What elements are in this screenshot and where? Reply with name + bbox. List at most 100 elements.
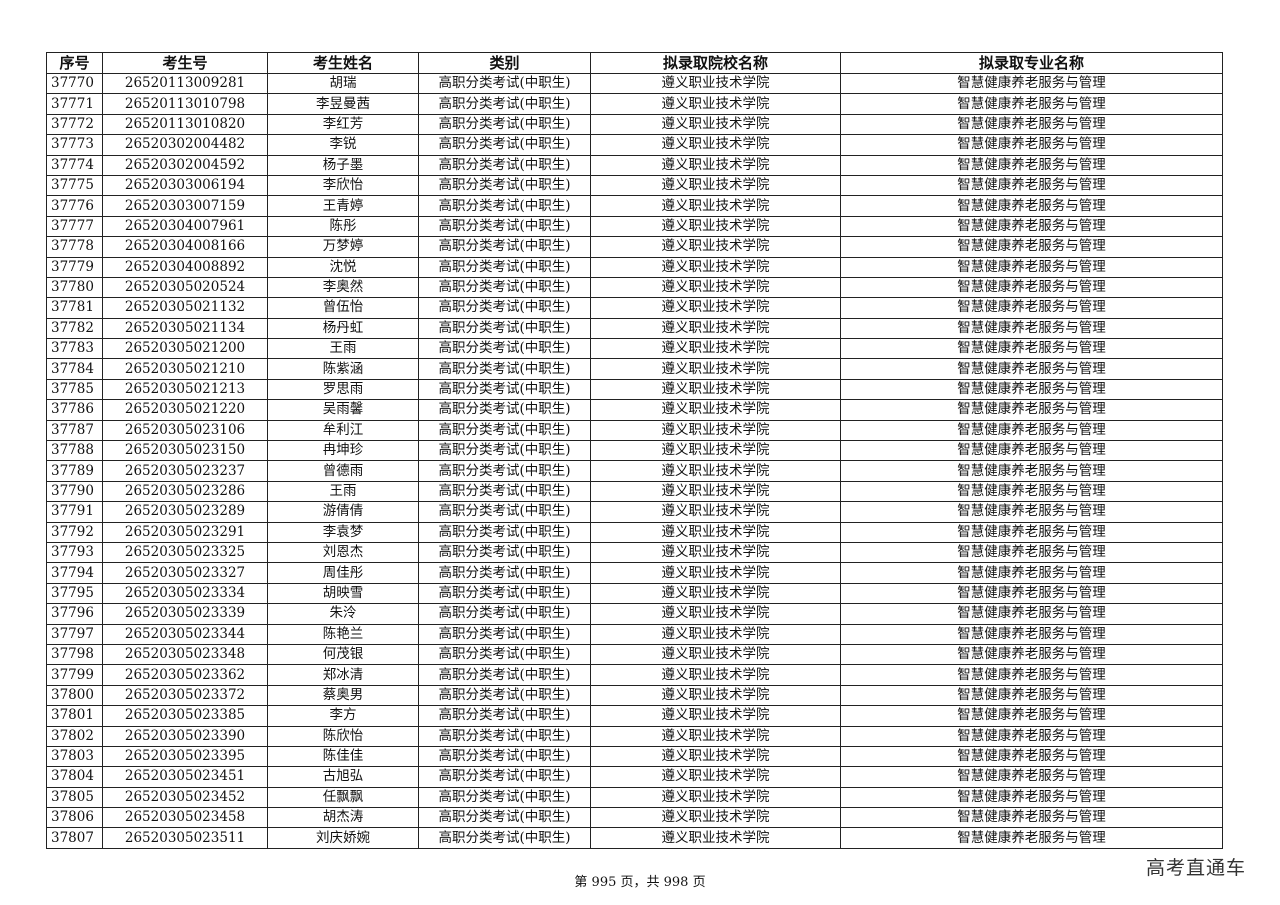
- cell-school: 遵义职业技术学院: [590, 664, 841, 686]
- cell-name: 陈紫涵: [267, 358, 419, 380]
- cell-category: 高职分类考试(中职生): [418, 766, 591, 788]
- cell-school: 遵义职业技术学院: [590, 358, 841, 380]
- cell-exam-number: 26520305023291: [102, 521, 268, 543]
- cell-category: 高职分类考试(中职生): [418, 705, 591, 727]
- table-row: 37804 26520305023451 古旭弘 高职分类考试(中职生) 遵义职业技术学…: [46, 766, 1223, 788]
- cell-exam-number: 26520305021132: [102, 297, 268, 319]
- cell-exam-number: 26520305023458: [102, 807, 268, 829]
- cell-name: 冉坤珍: [267, 440, 419, 462]
- cell-category: 高职分类考试(中职生): [418, 317, 591, 340]
- table-row: 37770 26520113009281 胡瑞 高职分类考试(中职生) 遵义职业技术学院…: [46, 72, 1223, 95]
- cell-category: 高职分类考试(中职生): [418, 440, 591, 462]
- cell-index: 37781: [46, 297, 103, 319]
- cell-category: 高职分类考试(中职生): [418, 582, 591, 605]
- cell-name: 何茂银: [267, 643, 419, 666]
- cell-category: 高职分类考试(中职生): [418, 480, 591, 503]
- cell-index: 37794: [46, 562, 103, 584]
- cell-category: 高职分类考试(中职生): [418, 134, 591, 156]
- cell-school: 遵义职业技术学院: [590, 215, 841, 238]
- cell-category: 高职分类考试(中职生): [418, 807, 591, 829]
- table-row: 37787 26520305023106 牟利江 高职分类考试(中职生) 遵义职业技术学…: [46, 419, 1223, 442]
- cell-exam-number: 26520304008166: [102, 236, 268, 258]
- cell-index: 37778: [46, 236, 103, 258]
- cell-index: 37807: [46, 827, 103, 849]
- cell-index: 37790: [46, 480, 103, 503]
- cell-exam-number: 26520305023325: [102, 541, 268, 564]
- cell-exam-number: 26520305023452: [102, 786, 268, 809]
- table-row: 37788 26520305023150 冉坤珍 高职分类考试(中职生) 遵义职业技术学…: [46, 440, 1223, 462]
- table-row: 37800 26520305023372 蔡奥男 高职分类考试(中职生) 遵义职业技术学…: [46, 684, 1223, 707]
- cell-category: 高职分类考试(中职生): [418, 541, 591, 564]
- cell-name: 李昱曼茜: [267, 93, 419, 115]
- cell-major: 智慧健康养老服务与管理: [840, 440, 1223, 462]
- cell-category: 高职分类考试(中职生): [418, 603, 591, 625]
- admission-table: 序号 考生号 考生姓名 类别 拟录取院校名称 拟录取专业名称 37770 2652…: [46, 52, 1223, 849]
- cell-major: 智慧健康养老服务与管理: [840, 93, 1223, 115]
- cell-category: 高职分类考试(中职生): [418, 684, 591, 707]
- cell-school: 遵义职业技术学院: [590, 541, 841, 564]
- cell-major: 智慧健康养老服务与管理: [840, 378, 1223, 401]
- cell-index: 37793: [46, 541, 103, 564]
- cell-category: 高职分类考试(中职生): [418, 378, 591, 401]
- cell-name: 吴雨馨: [267, 399, 419, 421]
- table-row: 37784 26520305021210 陈紫涵 高职分类考试(中职生) 遵义职业技术学…: [46, 358, 1223, 380]
- table-row: 37774 26520302004592 杨子墨 高职分类考试(中职生) 遵义职业技术学…: [46, 154, 1223, 176]
- cell-exam-number: 26520113010820: [102, 113, 268, 136]
- cell-category: 高职分类考试(中职生): [418, 623, 591, 645]
- cell-exam-number: 26520305021200: [102, 338, 268, 360]
- cell-exam-number: 26520305021210: [102, 358, 268, 380]
- table-row: 37803 26520305023395 陈佳佳 高职分类考试(中职生) 遵义职业技术学…: [46, 745, 1223, 768]
- cell-exam-number: 26520305023348: [102, 643, 268, 666]
- cell-major: 智慧健康养老服务与管理: [840, 501, 1223, 523]
- cell-school: 遵义职业技术学院: [590, 807, 841, 829]
- cell-exam-number: 26520305023334: [102, 582, 268, 605]
- cell-major: 智慧健康养老服务与管理: [840, 154, 1223, 176]
- cell-school: 遵义职业技术学院: [590, 154, 841, 176]
- cell-exam-number: 26520305023150: [102, 440, 268, 462]
- cell-category: 高职分类考试(中职生): [418, 358, 591, 380]
- cell-index: 37788: [46, 440, 103, 462]
- cell-school: 遵义职业技术学院: [590, 338, 841, 360]
- cell-index: 37805: [46, 786, 103, 809]
- table-row: 37791 26520305023289 游倩倩 高职分类考试(中职生) 遵义职业技术学…: [46, 501, 1223, 523]
- cell-name: 李方: [267, 705, 419, 727]
- cell-index: 37784: [46, 358, 103, 380]
- cell-exam-number: 26520305023385: [102, 705, 268, 727]
- cell-school: 遵义职业技术学院: [590, 93, 841, 115]
- cell-school: 遵义职业技术学院: [590, 745, 841, 768]
- cell-index: 37785: [46, 378, 103, 401]
- cell-index: 37798: [46, 643, 103, 666]
- cell-index: 37803: [46, 745, 103, 768]
- cell-name: 李奥然: [267, 276, 419, 299]
- cell-major: 智慧健康养老服务与管理: [840, 297, 1223, 319]
- table-row: 37792 26520305023291 李袁梦 高职分类考试(中职生) 遵义职业技术学…: [46, 521, 1223, 543]
- cell-school: 遵义职业技术学院: [590, 827, 841, 849]
- cell-index: 37786: [46, 399, 103, 421]
- cell-name: 陈佳佳: [267, 745, 419, 768]
- cell-index: 37777: [46, 215, 103, 238]
- cell-major: 智慧健康养老服务与管理: [840, 174, 1223, 197]
- cell-index: 37797: [46, 623, 103, 645]
- cell-name: 杨子墨: [267, 154, 419, 176]
- cell-school: 遵义职业技术学院: [590, 480, 841, 503]
- cell-major: 智慧健康养老服务与管理: [840, 317, 1223, 340]
- brand-watermark: 高考直通车: [1146, 857, 1247, 879]
- cell-exam-number: 26520305021220: [102, 399, 268, 421]
- cell-name: 李红芳: [267, 113, 419, 136]
- cell-name: 古旭弘: [267, 766, 419, 788]
- cell-category: 高职分类考试(中职生): [418, 399, 591, 421]
- cell-school: 遵义职业技术学院: [590, 786, 841, 809]
- cell-exam-number: 26520302004482: [102, 134, 268, 156]
- cell-name: 牟利江: [267, 419, 419, 442]
- table-row: 37794 26520305023327 周佳彤 高职分类考试(中职生) 遵义职业技术学…: [46, 562, 1223, 584]
- header-school: 拟录取院校名称: [590, 52, 841, 74]
- header-index: 序号: [46, 52, 103, 74]
- table-row: 37806 26520305023458 胡杰涛 高职分类考试(中职生) 遵义职业技术学…: [46, 807, 1223, 829]
- cell-exam-number: 26520303006194: [102, 174, 268, 197]
- cell-major: 智慧健康养老服务与管理: [840, 419, 1223, 442]
- table-row: 37801 26520305023385 李方 高职分类考试(中职生) 遵义职业技术学院…: [46, 705, 1223, 727]
- cell-exam-number: 26520305023390: [102, 725, 268, 747]
- cell-index: 37776: [46, 195, 103, 217]
- cell-name: 王雨: [267, 338, 419, 360]
- cell-index: 37787: [46, 419, 103, 442]
